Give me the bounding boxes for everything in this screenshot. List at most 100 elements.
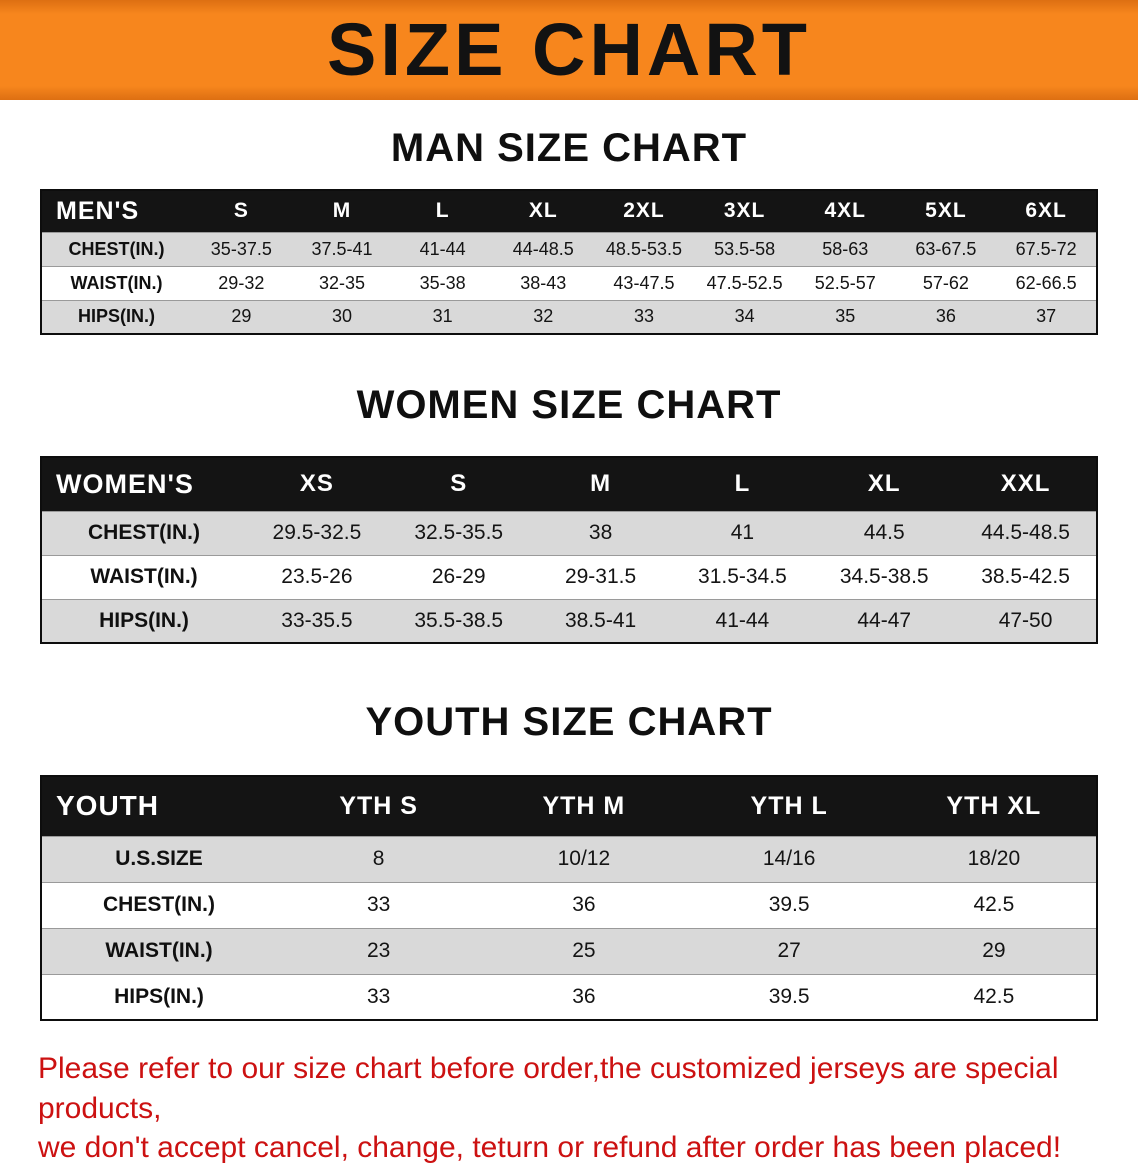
measurement-row: WAIST(IN.) 23.5-26 26-29 29-31.5 31.5-34.5 34… <box>41 555 1097 599</box>
size-column-header: YTH S <box>276 776 482 836</box>
size-value-cell: 41-44 <box>419 238 466 259</box>
row-label: WAIST(IN.) <box>90 565 198 588</box>
size-value-cell: 41 <box>730 521 755 544</box>
size-value-cell: 38-43 <box>520 272 567 293</box>
mens-section: MAN SIZE CHART MEN'S S M L XL 2XL 3XL 4XL 5XL 6XL… <box>0 126 1138 335</box>
table-header-row: YOUTH YTH S YTH M YTH L YTH XL <box>41 776 1097 836</box>
size-value-cell: 36 <box>572 893 596 916</box>
size-value-cell: 47-50 <box>998 608 1053 632</box>
size-value-cell: 35-38 <box>419 272 466 293</box>
size-value-cell: 44.5-48.5 <box>981 521 1070 544</box>
size-value-cell: 31 <box>432 306 453 327</box>
measurement-row: HIPS(IN.) 33 36 39.5 42.5 <box>41 974 1097 1020</box>
size-value-cell: 57-62 <box>922 272 969 293</box>
youth-size-table: YOUTH YTH S YTH M YTH L YTH XL U.S.SIZE 8 10/12… <box>40 775 1098 1021</box>
size-value-cell: 18/20 <box>967 847 1021 870</box>
table-title-cell: MEN'S <box>41 190 191 232</box>
size-value-cell: 14/16 <box>762 847 816 870</box>
size-value-cell: 8 <box>372 847 385 870</box>
size-value-cell: 42.5 <box>973 893 1015 916</box>
womens-section: WOMEN SIZE CHART WOMEN'S XS S M L XL XXL CHEST(… <box>0 383 1138 644</box>
size-value-cell: 53.5-58 <box>714 238 776 259</box>
page-title: SIZE CHART <box>327 8 811 91</box>
table-title-cell: WOMEN'S <box>41 457 246 511</box>
size-column-header: XL <box>813 457 956 511</box>
size-value-cell: 36 <box>572 984 596 1008</box>
size-column-header: XS <box>246 457 388 511</box>
row-label: CHEST(IN.) <box>68 238 165 259</box>
size-value-cell: 25 <box>572 939 596 962</box>
row-label: CHEST(IN.) <box>88 521 200 544</box>
size-value-cell: 35 <box>835 306 856 327</box>
size-value-cell: 33 <box>366 893 391 916</box>
size-value-cell: 38.5-42.5 <box>981 565 1070 588</box>
size-column-header: XL <box>492 190 594 232</box>
size-value-cell: 44-47 <box>857 608 912 632</box>
womens-size-table: WOMEN'S XS S M L XL XXL CHEST(IN.) 29.5-32.5 32.5… <box>40 456 1098 644</box>
measurement-row: HIPS(IN.) 29 30 31 32 33 34 35 36 37 <box>41 300 1097 334</box>
row-label: U.S.SIZE <box>115 847 203 870</box>
size-value-cell: 29-31.5 <box>564 565 637 588</box>
size-value-cell: 23 <box>366 939 391 962</box>
size-value-cell: 42.5 <box>973 984 1015 1008</box>
size-column-header: 6XL <box>996 190 1097 232</box>
youth-section-heading: YOUTH SIZE CHART <box>365 700 773 744</box>
row-label: WAIST(IN.) <box>105 939 213 962</box>
measurement-row: CHEST(IN.) 29.5-32.5 32.5-35.5 38 41 44.5 44.5… <box>41 511 1097 555</box>
size-value-cell: 33 <box>366 984 391 1008</box>
size-value-cell: 29.5-32.5 <box>272 521 362 544</box>
row-label: WAIST(IN.) <box>70 272 163 293</box>
size-value-cell: 32-35 <box>318 272 365 293</box>
size-column-header: 5XL <box>895 190 997 232</box>
size-value-cell: 37 <box>1036 306 1057 327</box>
size-value-cell: 32 <box>533 306 554 327</box>
size-chart-banner: SIZE CHART <box>0 0 1138 100</box>
row-label: CHEST(IN.) <box>103 893 215 916</box>
row-label: HIPS(IN.) <box>77 306 155 327</box>
measurement-row: WAIST(IN.) 23 25 27 29 <box>41 928 1097 974</box>
disclaimer-line-1: Please refer to our size chart before or… <box>38 1052 1059 1125</box>
womens-section-heading: WOMEN SIZE CHART <box>356 383 782 427</box>
size-value-cell: 38.5-41 <box>564 608 637 632</box>
measurement-row: CHEST(IN.) 33 36 39.5 42.5 <box>41 882 1097 928</box>
size-column-header: 2XL <box>593 190 695 232</box>
size-column-header: YTH M <box>481 776 687 836</box>
size-column-header: S <box>387 457 530 511</box>
size-value-cell: 33-35.5 <box>281 608 353 632</box>
size-value-cell: 27 <box>777 939 801 962</box>
size-value-cell: 34.5-38.5 <box>839 565 929 588</box>
row-label: HIPS(IN.) <box>114 984 204 1008</box>
size-column-header: L <box>671 457 814 511</box>
size-value-cell: 32.5-35.5 <box>414 521 504 544</box>
disclaimer: Please refer to our size chart before or… <box>0 1049 1138 1168</box>
size-value-cell: 48.5-53.5 <box>605 238 682 259</box>
size-value-cell: 35-37.5 <box>210 238 272 259</box>
measurement-row: CHEST(IN.) 35-37.5 37.5-41 41-44 44-48.5 48.5… <box>41 232 1097 266</box>
size-value-cell: 34 <box>734 306 755 327</box>
table-header-row: MEN'S S M L XL 2XL 3XL 4XL 5XL 6XL <box>41 190 1097 232</box>
measurement-row: U.S.SIZE 8 10/12 14/16 18/20 <box>41 836 1097 882</box>
size-column-header: 4XL <box>794 190 896 232</box>
size-value-cell: 30 <box>331 306 352 327</box>
size-value-cell: 63-67.5 <box>915 238 977 259</box>
size-column-header: S <box>191 190 292 232</box>
size-value-cell: 31.5-34.5 <box>698 565 787 588</box>
table-header-row: WOMEN'S XS S M L XL XXL <box>41 457 1097 511</box>
size-value-cell: 58-63 <box>822 238 869 259</box>
size-value-cell: 37.5-41 <box>311 238 373 259</box>
size-value-cell: 67.5-72 <box>1015 238 1077 259</box>
size-value-cell: 52.5-57 <box>814 272 876 293</box>
size-value-cell: 62-66.5 <box>1015 272 1077 293</box>
size-column-header: 3XL <box>694 190 795 232</box>
size-column-header: M <box>529 457 672 511</box>
size-column-header: XXL <box>955 457 1097 511</box>
size-value-cell: 29-32 <box>218 272 265 293</box>
size-value-cell: 29 <box>231 306 252 327</box>
size-column-header: YTH XL <box>891 776 1097 836</box>
size-value-cell: 36 <box>935 306 956 327</box>
size-value-cell: 26-29 <box>431 565 486 588</box>
size-value-cell: 41-44 <box>715 608 770 632</box>
size-value-cell: 43-47.5 <box>613 272 675 293</box>
youth-section: YOUTH SIZE CHART YOUTH YTH S YTH M YTH L YTH… <box>0 700 1138 1021</box>
